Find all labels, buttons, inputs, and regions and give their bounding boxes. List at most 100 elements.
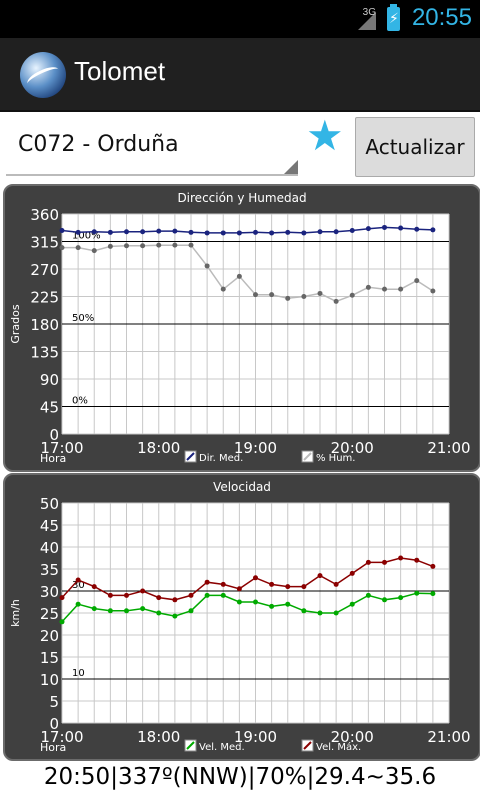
y-tick-label: 10	[40, 671, 59, 689]
star-icon[interactable]: ★	[306, 111, 344, 160]
data-point	[124, 592, 129, 598]
data-point	[172, 597, 178, 603]
data-point	[204, 592, 210, 598]
status-bar: 3G ⚡ 20:55	[0, 0, 480, 38]
series-line	[61, 557, 434, 601]
y-tick-label: 45	[40, 517, 59, 535]
data-point	[59, 245, 65, 251]
clock: 20:55	[411, 4, 472, 31]
x-tick-label: 18:00	[137, 728, 180, 746]
data-point	[430, 591, 436, 597]
legend-swatch-mark	[186, 452, 195, 461]
network-type: 3G	[362, 7, 376, 18]
chart-title: Dirección y Humedad	[177, 191, 306, 205]
speed-chart: Velocidad 0 5 10 15 20 25 30 35 40 45 50 30 10 17:00 18…	[3, 473, 480, 761]
x-tick-label: 19:00	[234, 439, 277, 457]
data-point	[156, 242, 162, 248]
x-axis-label: Hora	[40, 452, 66, 465]
y-tick-label: 360	[30, 206, 59, 224]
data-point	[301, 608, 307, 614]
x-tick-label: 17:00	[40, 439, 83, 457]
data-point	[236, 230, 242, 236]
series-line	[61, 226, 433, 234]
data-point	[301, 294, 307, 299]
series-line	[62, 244, 434, 303]
data-point	[317, 290, 323, 296]
data-point	[365, 284, 371, 290]
data-point	[140, 229, 146, 235]
data-point	[140, 588, 146, 594]
data-point	[75, 577, 81, 583]
data-point	[349, 228, 355, 233]
data-point	[91, 248, 97, 254]
data-point	[253, 292, 258, 298]
data-point	[269, 603, 275, 609]
data-point	[107, 229, 113, 235]
y-tick-label: 0	[49, 715, 59, 733]
data-point	[204, 579, 210, 585]
legend-swatch-mark	[303, 452, 312, 461]
data-point	[414, 226, 420, 232]
data-point	[124, 608, 129, 614]
speed-svg: Velocidad 0 5 10 15 20 25 30 35 40 45 50 30 10 17:00 18…	[9, 480, 471, 754]
legend-label: % Hum.	[316, 453, 355, 464]
data-point	[124, 229, 129, 235]
station-spinner[interactable]: C072 - Orduña	[6, 120, 298, 176]
data-point	[414, 278, 420, 284]
data-point	[301, 584, 307, 590]
data-point	[430, 563, 436, 569]
y-tick-label: 180	[30, 316, 59, 334]
data-point	[333, 298, 339, 304]
data-point	[365, 592, 371, 598]
data-point	[253, 229, 258, 235]
y-axis-label: Grados	[9, 304, 22, 343]
data-point	[59, 228, 65, 233]
y-tick-label: 270	[30, 261, 59, 279]
data-point	[398, 225, 404, 231]
data-point	[382, 559, 387, 565]
data-point	[382, 224, 387, 230]
data-point	[188, 608, 194, 614]
data-point	[220, 230, 226, 236]
y-tick-label: 315	[30, 234, 59, 252]
data-point	[204, 263, 210, 269]
y-tick-label: 225	[30, 289, 59, 307]
data-point	[269, 581, 275, 587]
data-point	[365, 559, 371, 565]
y-tick-label: 50	[40, 495, 59, 513]
chart-title: Velocidad	[213, 480, 271, 494]
data-point	[269, 292, 275, 298]
reference-label: 10	[72, 668, 85, 679]
data-point	[75, 601, 81, 607]
data-point	[59, 595, 65, 601]
data-point	[188, 229, 194, 235]
data-point	[220, 592, 226, 598]
data-point	[204, 230, 210, 236]
direction-humidity-svg: Dirección y Humedad 0 45 90 135 180 225 270 315 3…	[9, 191, 471, 465]
data-point	[172, 228, 178, 234]
reference-label: 50%	[72, 313, 94, 324]
data-point	[285, 295, 291, 301]
refresh-button[interactable]: Actualizar	[355, 117, 475, 177]
x-tick-label: 17:00	[40, 728, 83, 746]
tolomet-logo-icon[interactable]	[20, 52, 66, 98]
data-point	[317, 610, 323, 616]
data-point	[107, 243, 113, 249]
action-bar: Tolomet	[0, 38, 480, 112]
data-point	[285, 601, 291, 607]
data-point	[75, 245, 81, 251]
data-point	[253, 575, 258, 581]
data-point	[140, 243, 146, 249]
legend-label: Vel. Med.	[199, 742, 245, 753]
app-title: Tolomet	[74, 56, 166, 86]
data-point	[333, 610, 339, 616]
data-point	[172, 242, 178, 248]
y-tick-label: 90	[40, 371, 59, 389]
y-tick-label: 35	[40, 561, 59, 579]
y-tick-label: 25	[40, 605, 59, 623]
x-tick-label: 20:00	[331, 728, 374, 746]
y-tick-label: 30	[40, 583, 59, 601]
data-point	[236, 586, 242, 592]
reference-label: 0%	[72, 396, 88, 407]
data-point	[398, 595, 404, 601]
